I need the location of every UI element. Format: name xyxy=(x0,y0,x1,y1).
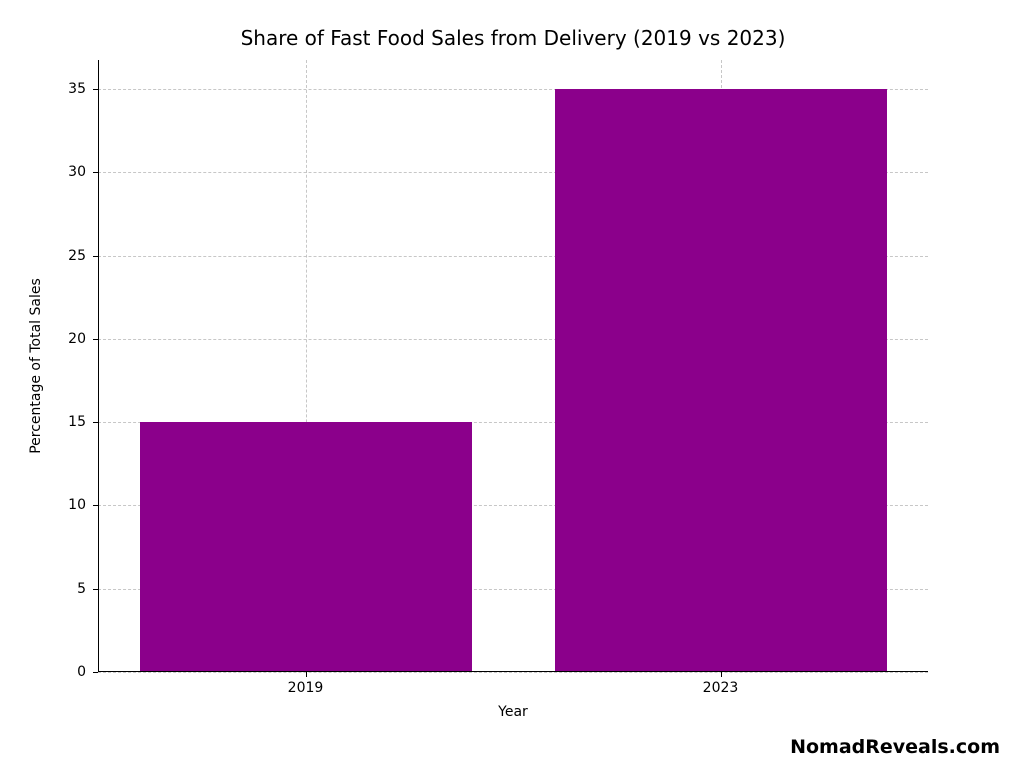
gridline-horizontal xyxy=(98,672,928,673)
chart-axes xyxy=(98,60,928,672)
ytick-label: 30 xyxy=(46,164,86,180)
x-axis-label: Year xyxy=(98,704,928,720)
xtick-mark xyxy=(306,672,307,677)
ytick-label: 10 xyxy=(46,497,86,513)
xtick-mark xyxy=(721,672,722,677)
spine-bottom xyxy=(98,671,928,672)
y-axis-label: Percentage of Total Sales xyxy=(28,278,44,454)
bar-2023 xyxy=(555,89,887,672)
ytick-mark xyxy=(93,172,98,173)
plot-area xyxy=(98,60,928,672)
ytick-mark xyxy=(93,505,98,506)
ytick-mark xyxy=(93,422,98,423)
chart-title: Share of Fast Food Sales from Delivery (… xyxy=(98,26,928,50)
ytick-label: 35 xyxy=(46,81,86,97)
spine-left xyxy=(98,60,99,672)
figure: Share of Fast Food Sales from Delivery (… xyxy=(0,0,1024,768)
ytick-label: 25 xyxy=(46,248,86,264)
xtick-label: 2019 xyxy=(288,680,324,696)
ytick-label: 20 xyxy=(46,331,86,347)
ytick-label: 5 xyxy=(46,581,86,597)
ytick-mark xyxy=(93,89,98,90)
ytick-label: 0 xyxy=(46,664,86,680)
source-credit: NomadReveals.com xyxy=(790,736,1000,758)
ytick-mark xyxy=(93,672,98,673)
bar-2019 xyxy=(140,422,472,672)
ytick-mark xyxy=(93,339,98,340)
ytick-label: 15 xyxy=(46,414,86,430)
xtick-label: 2023 xyxy=(703,680,739,696)
ytick-mark xyxy=(93,589,98,590)
ytick-mark xyxy=(93,256,98,257)
